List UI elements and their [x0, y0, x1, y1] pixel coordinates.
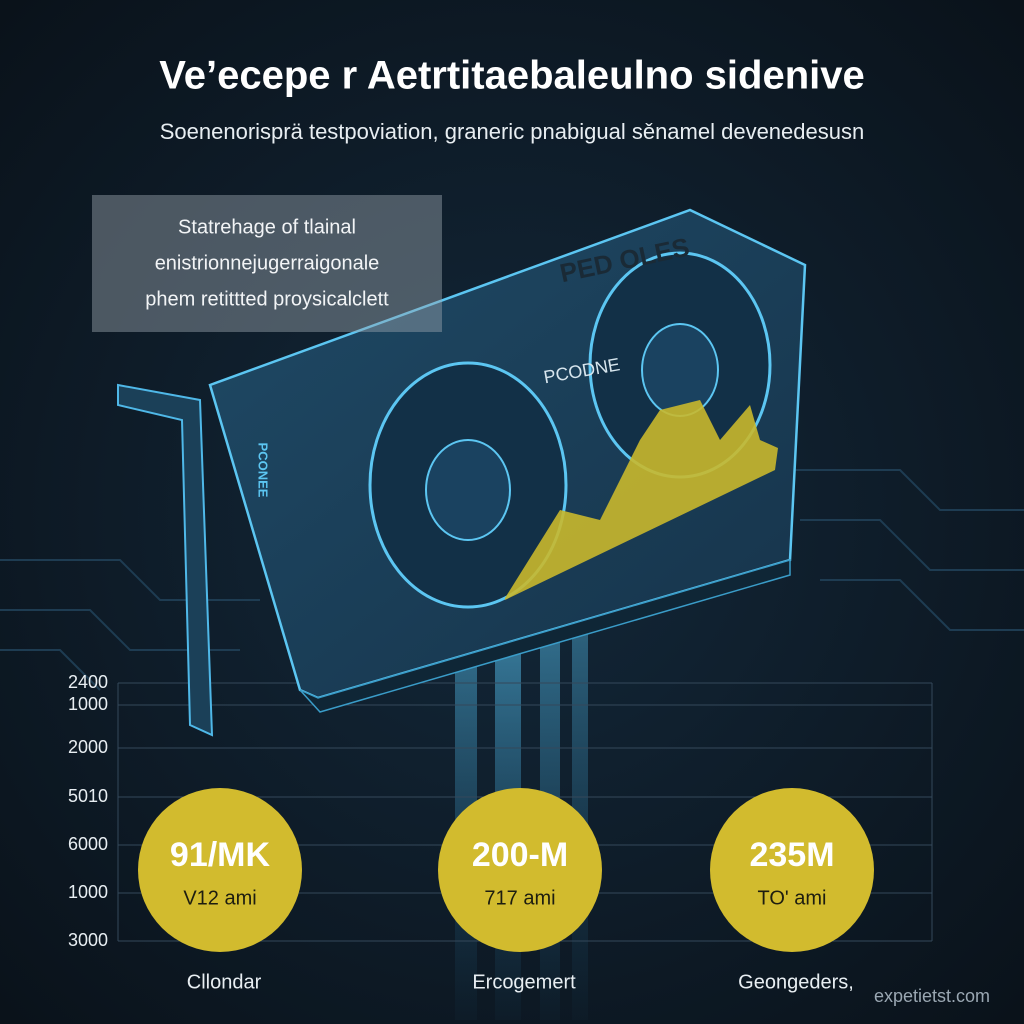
- stat-label: Geongeders,: [738, 971, 854, 993]
- axis-label: 1000: [68, 882, 108, 902]
- stat-circle: [138, 788, 302, 952]
- note: Statrehage of tlainal enistrionnejugerrai…: [145, 216, 389, 310]
- note-line: phem retittted proysicalclett: [145, 288, 389, 310]
- gpu-card: PED OLES PCODNE PCONEE: [117, 208, 807, 737]
- fan-hub: [641, 323, 719, 417]
- stat-label: Ercogemert: [472, 971, 576, 993]
- stat-value: 91/MK: [170, 836, 271, 874]
- bracket: [117, 383, 214, 737]
- card-side-text: PCONEE: [256, 443, 271, 498]
- stat-value: 200-M: [472, 836, 568, 874]
- axis-label: 6000: [68, 834, 108, 854]
- axis-label: 2000: [68, 737, 108, 757]
- axis-label: 2400: [68, 672, 108, 692]
- stat-sub: V12 ami: [183, 887, 256, 909]
- circuit-lines: [0, 469, 1024, 691]
- note-box: [92, 195, 442, 332]
- fan-hub: [425, 439, 511, 541]
- note-line: enistrionnejugerraigonale: [155, 252, 380, 274]
- stat-circle: [438, 788, 602, 952]
- stats: 91/MK V12 ami Cllondar 200-M 717 ami Ercogeme…: [138, 788, 874, 993]
- stat-label: Cllondar: [187, 971, 262, 993]
- axis-label: 1000: [68, 694, 108, 714]
- stat-sub: TO' ami: [757, 887, 826, 909]
- subtitle: Soenenorisprä testpoviation, graneric pn…: [160, 119, 864, 144]
- watermark: expetietst.com: [874, 986, 990, 1006]
- decor-chart: [505, 400, 778, 600]
- title: Ve’ecepe r Aetrtitaebaleulno sidenive: [159, 54, 864, 98]
- stat-circle: [710, 788, 874, 952]
- stat-value: 235M: [749, 836, 834, 874]
- axis-label: 5010: [68, 786, 108, 806]
- axis-label: 3000: [68, 930, 108, 950]
- card-edge: [299, 558, 791, 713]
- note-line: Statrehage of tlainal: [178, 216, 356, 238]
- stat-sub: 717 ami: [484, 887, 555, 909]
